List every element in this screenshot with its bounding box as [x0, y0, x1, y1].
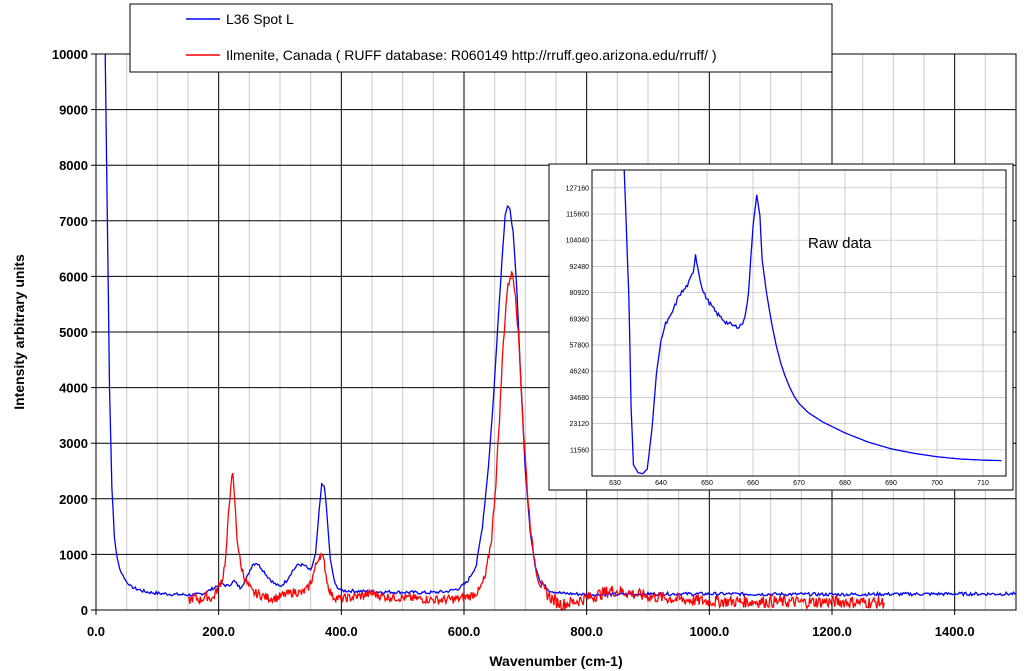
- inset-x-tick-label: 690: [885, 480, 897, 487]
- inset-title: Raw data: [808, 235, 872, 252]
- main-y-tick-label: 7000: [59, 214, 88, 229]
- inset-x-tick-label: 680: [839, 480, 851, 487]
- inset-grid: [592, 170, 1006, 476]
- inset-x-tick-labels: 630 640 650 660 670 680 690 700 710: [609, 480, 989, 487]
- main-x-tick-label: 800.0: [570, 624, 603, 639]
- main-x-tick-label: 600.0: [448, 624, 481, 639]
- main-y-tick-label: 10000: [52, 47, 88, 62]
- inset-chart: 11560 23120 34680 46240 57800 69360 80920 92480…: [548, 163, 1014, 491]
- main-y-tick-label: 4000: [59, 381, 88, 396]
- inset-y-tick-label: 57800: [570, 342, 590, 349]
- inset-y-tick-labels: 11560 23120 34680 46240 57800 69360 80920 92480…: [566, 185, 589, 454]
- main-x-tick-label: 1000.0: [689, 624, 729, 639]
- inset-x-tick-label: 630: [609, 480, 621, 487]
- inset-x-tick-label: 710: [977, 480, 989, 487]
- main-y-tick-label: 6000: [59, 269, 88, 284]
- inset-x-tick-label: 640: [655, 480, 667, 487]
- inset-y-tick-label: 127160: [566, 185, 589, 192]
- inset-y-tick-label: 92480: [570, 264, 590, 271]
- inset-background: [548, 163, 1014, 491]
- inset-y-tick-label: 11560: [570, 447, 589, 454]
- inset-plot-frame: [591, 169, 1007, 477]
- series-line-l36-spot-l: [104, 53, 1016, 598]
- inset-series: [623, 169, 1002, 475]
- legend: L36 Spot L Ilmenite, Canada ( RUFF datab…: [129, 3, 833, 73]
- main-x-tick-label: 1400.0: [935, 624, 975, 639]
- main-x-tick-label: 400.0: [325, 624, 358, 639]
- inset-x-tick-label: 670: [793, 480, 805, 487]
- legend-label-l36: L36 Spot L: [226, 11, 294, 27]
- main-y-tick-label: 8000: [59, 158, 88, 173]
- inset-series-line: [623, 169, 1002, 475]
- main-x-tick-label: 0.0: [87, 624, 105, 639]
- y-axis-label: Intensity arbitrary units: [11, 254, 27, 410]
- inset-x-tick-label: 660: [747, 480, 759, 487]
- legend-box: [129, 3, 833, 73]
- main-y-tick-labels: 0 1000 2000 3000 4000 5000 6000 7000 8000 9000 100…: [52, 47, 96, 618]
- inset-y-tick-label: 34680: [570, 395, 590, 402]
- main-y-tick-label: 9000: [59, 103, 88, 118]
- x-axis-label: Wavenumber (cm-1): [489, 653, 622, 669]
- inset-y-tick-label: 80920: [570, 290, 590, 297]
- inset-x-tick-label: 650: [701, 480, 713, 487]
- main-series: [104, 53, 1016, 611]
- main-x-tick-labels: 0.0 200.0 400.0 600.0 800.0 1000.0 1200.0 1400.…: [87, 610, 975, 639]
- main-y-tick-label: 0: [81, 603, 88, 618]
- inset-y-tick-label: 23120: [570, 421, 590, 428]
- series-line-ilmenite: [187, 271, 885, 611]
- main-y-tick-label: 3000: [59, 436, 88, 451]
- inset-y-tick-label: 104040: [566, 238, 589, 245]
- inset-y-tick-label: 69360: [570, 316, 590, 323]
- inset-x-tick-label: 700: [931, 480, 943, 487]
- main-x-tick-label: 1200.0: [812, 624, 852, 639]
- main-y-tick-label: 2000: [59, 492, 88, 507]
- inset-y-tick-label: 46240: [570, 369, 590, 376]
- main-y-tick-label: 5000: [59, 325, 88, 340]
- main-y-tick-label: 1000: [59, 547, 88, 562]
- main-x-tick-label: 200.0: [202, 624, 235, 639]
- legend-label-ilmenite: Ilmenite, Canada ( RUFF database: R06014…: [226, 47, 717, 63]
- inset-y-tick-label: 115600: [566, 211, 589, 218]
